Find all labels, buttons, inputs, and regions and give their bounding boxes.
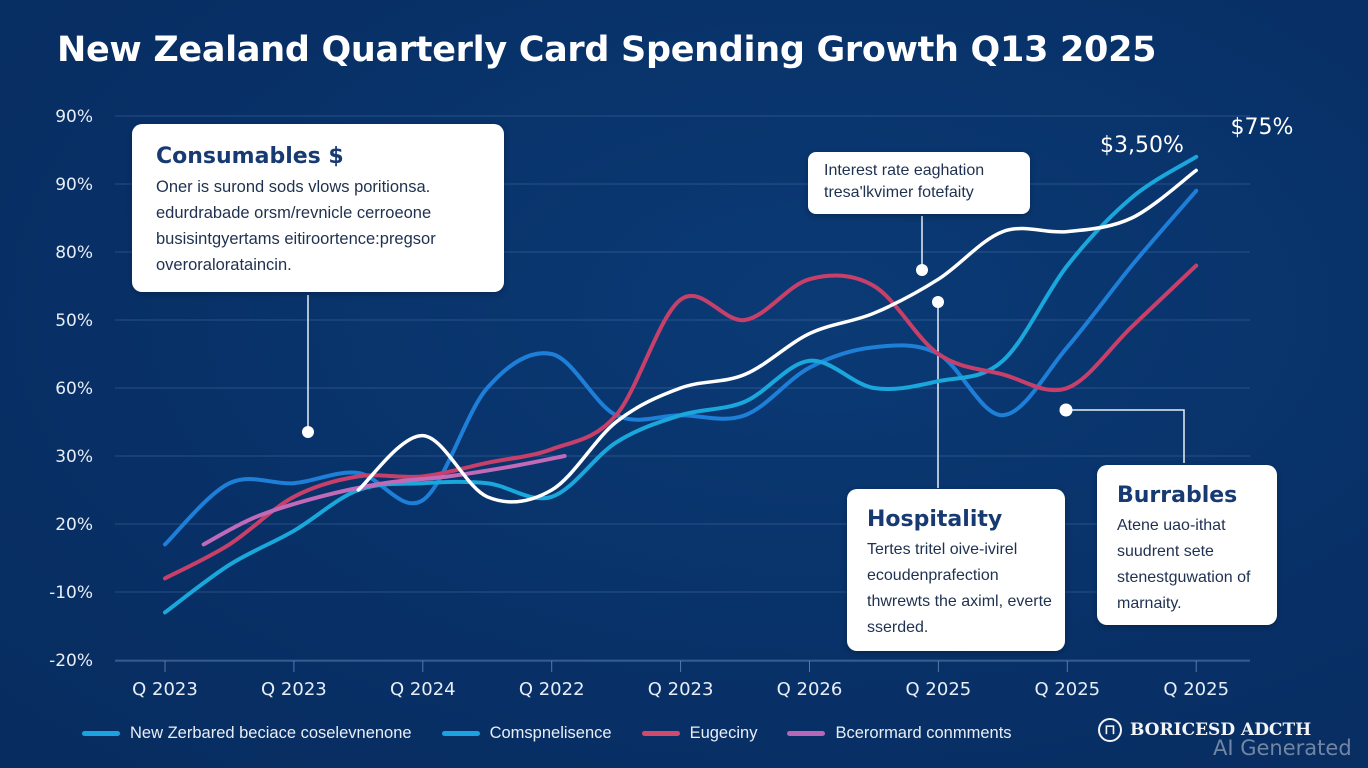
y-tick-label: 20%: [55, 515, 93, 535]
y-tick-label: -20%: [49, 651, 93, 671]
legend-label: Eugeciny: [689, 723, 758, 742]
legend-item: Comspnelisence: [441, 723, 612, 743]
callout-body: Interest rate eaghation tresa'lkvimer fo…: [824, 162, 985, 201]
x-tick-label: Q 2026: [777, 679, 843, 700]
callout-burrables: Burrables Atene uao-ithat suudrent sete …: [1097, 465, 1277, 625]
y-tick-label: 50%: [55, 311, 93, 331]
y-axis: -20% -10% 20% 30% 60% 50% 80% 90% 90%: [49, 107, 93, 671]
chart-title: New Zealand Quarterly Card Spending Grow…: [57, 30, 1157, 70]
y-tick-label: -10%: [49, 583, 93, 603]
brand-logo-icon: ⊓: [1098, 718, 1122, 742]
series-line-5: [356, 168, 1198, 504]
callout-body: Atene uao-ithat suudrent sete stenestguw…: [1117, 517, 1251, 612]
x-tick-label: Q 2023: [132, 679, 198, 700]
value-annotations: $3,50% $75%: [1100, 115, 1293, 158]
legend-label: Comspnelisence: [489, 723, 612, 742]
x-tick-label: Q 2024: [390, 679, 456, 700]
callout-body: Tertes tritel oive-ivirel ecoudenprafect…: [867, 541, 1052, 636]
callout-consumables: Consumables $ Oner is surond sods vlows …: [132, 124, 504, 292]
legend-item: Eugeciny: [641, 723, 758, 743]
value-annotation: $75%: [1231, 115, 1294, 140]
callout-connectors: [302, 216, 1185, 488]
legend-swatch: [82, 730, 120, 736]
legend-swatch: [641, 730, 680, 736]
legend-label: New Zerbared beciace coselevnenone: [130, 723, 412, 742]
brand-name: BORICESD ADCTH: [1130, 720, 1312, 740]
connector-dot-burrables: [1059, 403, 1073, 417]
x-tick-label: Q 2025: [1163, 679, 1229, 700]
y-tick-label: 30%: [55, 447, 93, 467]
y-tick-label: 80%: [55, 243, 93, 263]
legend-item: New Zerbared beciace coselevnenone: [82, 724, 412, 743]
legend: New Zerbared beciace coselevnenone Comsp…: [82, 720, 1042, 746]
callout-body: Oner is surond sods vlows poritionsa. ed…: [156, 178, 436, 274]
series-line-2: [163, 154, 1199, 615]
x-tick-label: Q 2022: [519, 679, 585, 700]
callout-interest-rate: Interest rate eaghation tresa'lkvimer fo…: [808, 152, 1030, 214]
callout-title: Consumables $: [156, 144, 344, 169]
callout-hospitality: Hospitality Tertes tritel oive-ivirel ec…: [847, 489, 1065, 651]
value-annotation: $3,50%: [1100, 133, 1184, 158]
legend-item: Bcerormard conmments: [787, 723, 1012, 743]
callout-title: Hospitality: [867, 507, 1003, 532]
series-line-3: [163, 263, 1199, 581]
connector-dot-consumables: [302, 426, 314, 438]
legend-swatch: [441, 730, 480, 736]
x-axis: Q 2023 Q 2023 Q 2024 Q 2022 Q 2023 Q 2026 Q 20…: [115, 660, 1250, 700]
legend-swatch: [787, 730, 826, 736]
connector-burrables: [1066, 409, 1185, 463]
x-tick-label: Q 2025: [906, 679, 972, 700]
y-tick-label: 60%: [55, 379, 93, 399]
connector-dot-hospitality: [932, 296, 944, 308]
y-tick-label: 90%: [55, 107, 93, 127]
watermark: AI Generated: [1213, 736, 1352, 760]
x-tick-label: Q 2023: [648, 679, 714, 700]
y-tick-label: 90%: [55, 175, 93, 195]
brand-logo: ⊓ BORICESD ADCTH: [1098, 718, 1311, 742]
x-tick-label: Q 2025: [1034, 679, 1100, 700]
series-lines: [163, 154, 1199, 615]
legend-label: Bcerormard conmments: [835, 723, 1012, 742]
x-tick-label: Q 2023: [261, 679, 327, 700]
callout-title: Burrables: [1117, 483, 1238, 508]
connector-dot-interest: [916, 264, 928, 276]
